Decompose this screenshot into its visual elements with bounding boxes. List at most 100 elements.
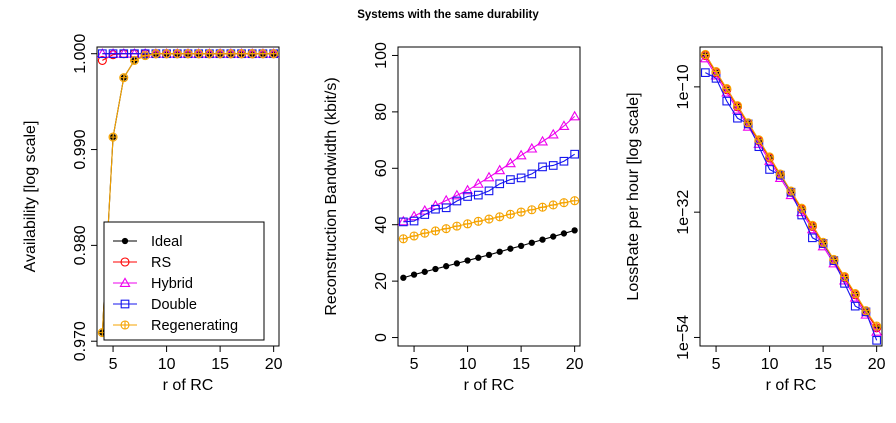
data-point [485, 251, 493, 259]
data-point [108, 49, 118, 59]
legend-label: RS [151, 255, 171, 271]
y-tick-label: 1e−10 [675, 64, 692, 109]
legend-item: Regenerating [113, 318, 238, 334]
x-axis-label: r of RC [766, 377, 817, 394]
plot-frame [96, 46, 280, 347]
data-point [451, 189, 463, 200]
data-point [515, 149, 527, 160]
data-point [409, 231, 419, 241]
y-tick-label: 0.980 [72, 225, 89, 265]
data-point [269, 49, 279, 59]
data-point [151, 49, 161, 59]
x-axis: 5 10 15 20 r of RC [712, 346, 886, 394]
y-tick-label: 60 [373, 159, 390, 177]
data-point [872, 321, 882, 331]
data-point [507, 245, 514, 252]
series-double [399, 149, 579, 227]
data-point [786, 186, 796, 196]
data-point [560, 230, 568, 237]
series-regenerating [700, 49, 882, 331]
data-point [733, 113, 742, 123]
legend-marker [120, 320, 130, 330]
data-point [754, 135, 764, 145]
legend-marker [121, 237, 129, 245]
data-point [453, 260, 461, 267]
data-point [140, 51, 150, 61]
y-axis-label: Reconstruction Bandwidth (kbit/s) [323, 77, 340, 315]
data-point [548, 200, 558, 210]
data-point [475, 254, 482, 261]
x-tick-label: 20 [868, 356, 886, 373]
data-point [829, 254, 839, 264]
data-point [452, 196, 462, 206]
data-point [495, 179, 505, 189]
data-point [570, 196, 580, 206]
legend-marker [120, 299, 130, 309]
x-tick-label: 5 [109, 356, 118, 373]
data-point [119, 49, 129, 59]
data-point [527, 205, 537, 215]
y-axis: 0 20 40 60 80 100 Reconstruction Bandwidth (kb… [323, 42, 398, 342]
legend-item: Ideal [113, 234, 182, 250]
data-point [496, 248, 503, 255]
data-point [410, 271, 418, 278]
data-point [850, 289, 860, 299]
y-axis-label: Availability [log scale] [22, 121, 39, 273]
data-point [850, 301, 860, 311]
data-point [119, 73, 129, 83]
plot-frame [397, 46, 581, 347]
legend-box [103, 221, 265, 341]
data-point [505, 209, 515, 219]
data-point [194, 49, 204, 59]
data-point [441, 224, 451, 234]
legend-marker [120, 257, 130, 267]
data-point [506, 175, 515, 184]
data-point [108, 132, 118, 142]
y-tick-label: 100 [373, 42, 390, 69]
x-tick-label: 15 [814, 356, 832, 373]
panel-2: 5 10 15 20 r of RC 0 20 40 60 80 100 Reconstruction… [323, 42, 584, 394]
data-point [430, 226, 441, 236]
y-tick-label: 0.990 [72, 129, 89, 169]
legend-item: Double [113, 297, 197, 313]
y-tick-label: 20 [373, 272, 390, 290]
y-tick-label: 1e−32 [675, 190, 692, 235]
legend-label: Hybrid [151, 276, 193, 292]
data-point [538, 162, 547, 172]
data-point [818, 237, 828, 247]
data-point [204, 49, 214, 59]
data-point [494, 164, 506, 175]
data-point [571, 227, 578, 234]
data-point [808, 233, 817, 243]
data-point [539, 236, 546, 243]
data-point [722, 96, 732, 106]
x-axis: 5 10 15 20 r of RC [410, 346, 584, 394]
legend-label: Double [151, 297, 197, 313]
legend: Ideal RS Hybrid Double Regenerating [103, 221, 265, 341]
data-point [504, 157, 516, 168]
data-point [97, 55, 107, 65]
data-point [226, 49, 236, 59]
data-point [701, 68, 710, 77]
y-tick-label: 1.000 [72, 34, 89, 74]
data-point [431, 204, 440, 214]
legend-item: RS [113, 255, 171, 271]
y-tick-label: 1e−54 [675, 315, 692, 360]
data-point [408, 210, 420, 221]
data-point [516, 173, 526, 183]
y-tick-label: 40 [373, 216, 390, 234]
data-point [441, 203, 451, 213]
data-point [421, 268, 428, 275]
panel-3: 5 10 15 20 r of RC 1e−10 1e−32 1e−54 LossRate pe… [625, 46, 886, 394]
data-point [559, 198, 569, 208]
data-point [432, 265, 439, 273]
x-axis-label: r of RC [464, 377, 515, 394]
x-tick-label: 10 [158, 356, 176, 373]
y-tick-label: 0 [373, 333, 390, 342]
x-tick-label: 15 [211, 356, 229, 373]
data-point [722, 84, 732, 94]
legend-label: Ideal [151, 234, 182, 250]
data-point [528, 239, 535, 246]
x-tick-label: 15 [512, 356, 530, 373]
